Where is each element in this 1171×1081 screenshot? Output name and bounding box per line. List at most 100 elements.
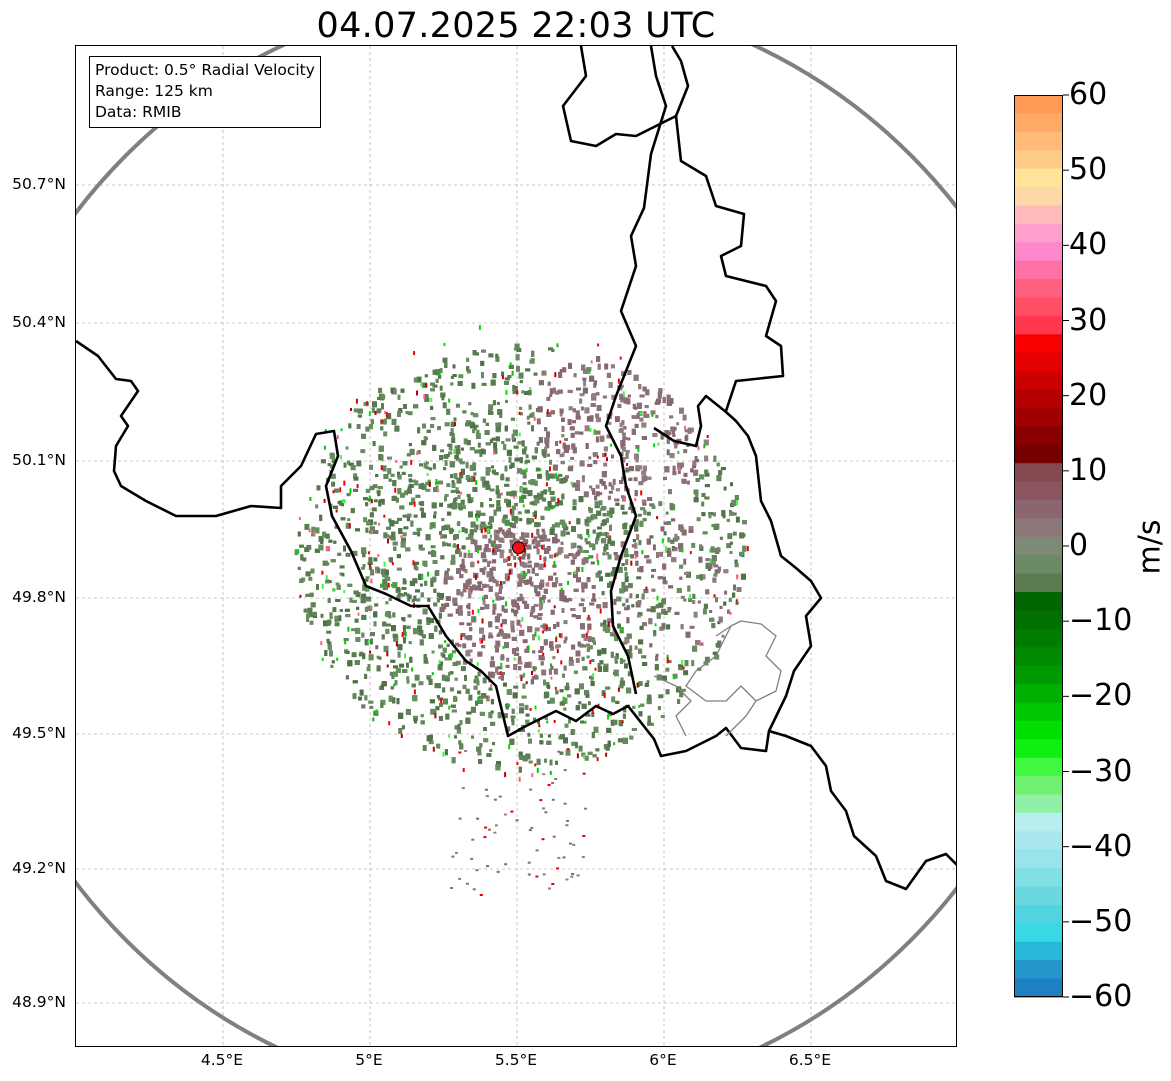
velocity-bin xyxy=(522,487,528,494)
velocity-bin xyxy=(634,406,638,410)
velocity-bin xyxy=(491,469,496,474)
velocity-bin xyxy=(392,633,398,638)
velocity-bin xyxy=(368,557,373,563)
velocity-bin xyxy=(559,411,563,417)
velocity-bin xyxy=(718,470,723,475)
velocity-bin xyxy=(448,705,451,710)
velocity-bin xyxy=(482,483,486,488)
velocity-bin xyxy=(680,527,685,532)
velocity-bin xyxy=(455,608,459,614)
velocity-bin xyxy=(578,603,584,607)
velocity-bin xyxy=(534,631,537,637)
velocity-bin xyxy=(383,418,387,425)
velocity-bin xyxy=(604,452,607,457)
velocity-bin xyxy=(383,474,389,479)
velocity-bin xyxy=(437,664,443,671)
velocity-bin xyxy=(458,507,463,511)
velocity-bin xyxy=(660,526,665,532)
velocity-bin xyxy=(393,665,399,669)
velocity-bin xyxy=(672,434,676,437)
velocity-bin xyxy=(531,676,535,680)
velocity-bin xyxy=(364,695,368,701)
velocity-bin xyxy=(518,776,521,782)
velocity-bin xyxy=(530,479,536,486)
velocity-bin xyxy=(355,627,361,634)
velocity-bin xyxy=(579,546,583,553)
velocity-bin xyxy=(661,610,665,615)
velocity-bin xyxy=(559,454,563,458)
velocity-bin xyxy=(403,592,407,595)
velocity-bin xyxy=(740,573,746,580)
velocity-bin xyxy=(481,349,486,353)
velocity-bin xyxy=(368,563,371,567)
velocity-bin xyxy=(597,343,600,347)
velocity-bin xyxy=(514,343,520,349)
velocity-bin xyxy=(601,538,607,544)
velocity-bin xyxy=(506,633,511,639)
velocity-bin xyxy=(339,487,342,493)
velocity-bin xyxy=(385,569,389,575)
velocity-bin xyxy=(637,448,640,453)
velocity-bin xyxy=(457,503,462,509)
velocity-bin xyxy=(615,653,619,660)
velocity-bin xyxy=(619,680,625,686)
velocity-bin xyxy=(658,388,663,394)
velocity-bin xyxy=(593,460,598,465)
velocity-bin xyxy=(430,545,436,549)
velocity-bin xyxy=(707,563,713,569)
velocity-bin xyxy=(676,422,680,426)
velocity-bin xyxy=(416,527,422,531)
velocity-bin xyxy=(455,550,460,555)
velocity-bin xyxy=(638,639,644,645)
velocity-bin xyxy=(518,751,523,758)
velocity-bin xyxy=(467,589,470,593)
velocity-bin xyxy=(414,561,420,565)
velocity-bin xyxy=(394,487,397,493)
velocity-bin xyxy=(495,356,500,362)
velocity-bin xyxy=(386,413,392,420)
velocity-bin xyxy=(540,579,545,584)
velocity-bin xyxy=(502,713,508,719)
velocity-bin xyxy=(430,708,436,715)
velocity-bin xyxy=(495,485,499,491)
velocity-bin xyxy=(321,657,324,661)
velocity-bin xyxy=(692,593,696,599)
velocity-bin xyxy=(519,674,525,678)
velocity-bin xyxy=(618,720,623,727)
velocity-bin xyxy=(520,487,523,492)
velocity-bin xyxy=(708,513,712,519)
velocity-bin xyxy=(426,617,431,622)
velocity-bin xyxy=(339,455,342,460)
velocity-bin xyxy=(622,603,626,607)
velocity-bin xyxy=(538,535,544,539)
velocity-bin xyxy=(525,753,531,760)
velocity-bin xyxy=(525,459,530,463)
velocity-bin xyxy=(508,364,514,369)
velocity-bin xyxy=(474,545,478,552)
velocity-bin xyxy=(316,485,321,491)
velocity-bin xyxy=(496,548,501,552)
radar-map[interactable]: Product: 0.5° Radial Velocity Range: 125… xyxy=(75,45,957,1047)
velocity-bin xyxy=(506,726,511,732)
velocity-bin xyxy=(504,559,508,563)
velocity-bin xyxy=(636,402,642,409)
velocity-bin xyxy=(528,480,532,485)
velocity-bin xyxy=(553,560,556,566)
velocity-bin xyxy=(608,536,612,543)
velocity-bin xyxy=(426,429,431,433)
velocity-bin xyxy=(434,683,438,689)
velocity-bin xyxy=(679,407,684,414)
velocity-bin xyxy=(675,536,680,541)
velocity-bin xyxy=(633,374,639,381)
velocity-bin xyxy=(650,410,656,415)
velocity-bin xyxy=(391,531,396,538)
velocity-bin xyxy=(519,624,522,628)
velocity-bin xyxy=(539,537,545,542)
velocity-bin xyxy=(479,452,483,457)
velocity-bin xyxy=(449,653,452,658)
velocity-bin xyxy=(581,752,586,757)
velocity-bin xyxy=(309,613,313,618)
velocity-bin xyxy=(374,410,377,415)
velocity-bin xyxy=(524,542,527,547)
velocity-bin xyxy=(521,390,525,394)
